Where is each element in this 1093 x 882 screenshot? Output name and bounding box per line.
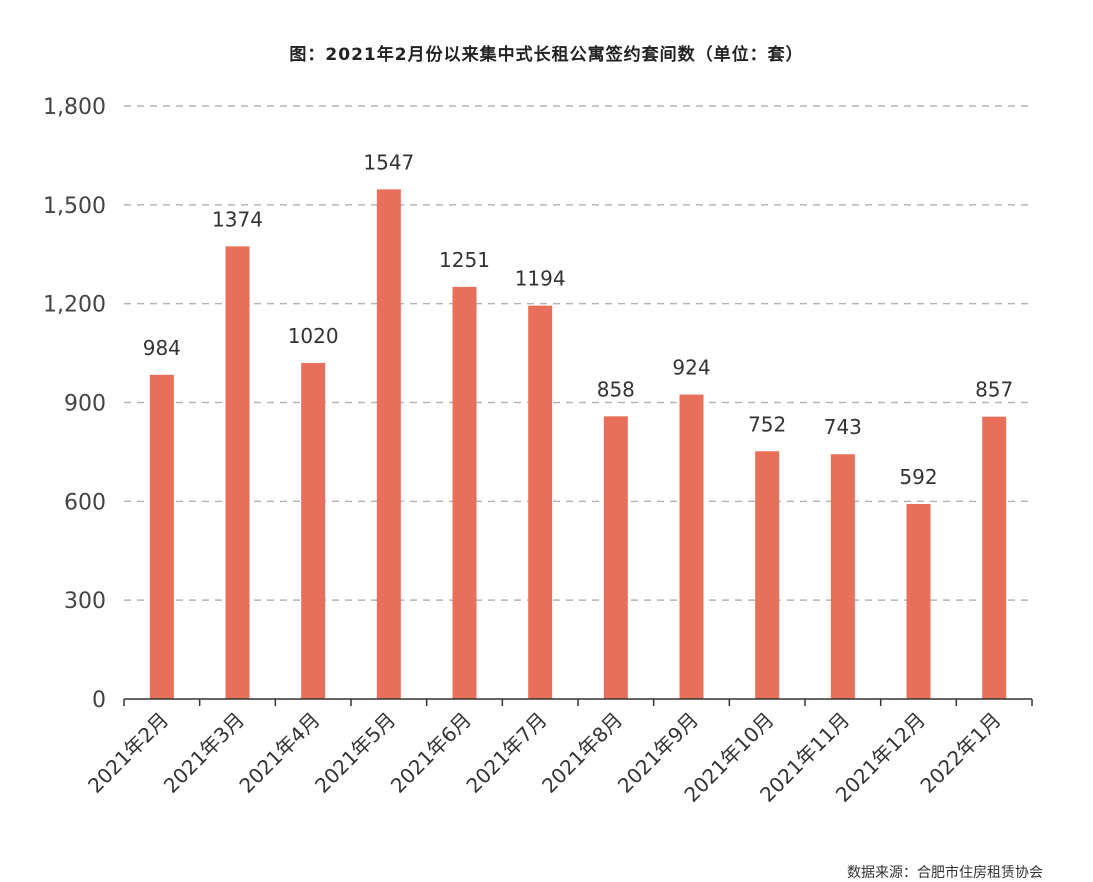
x-tick-label: 2021年6月 [386,708,476,798]
x-tick-label: 2022年1月 [915,708,1005,798]
y-tick-label: 600 [64,490,106,515]
bar [906,503,931,699]
data-label: 592 [899,465,937,489]
data-label: 1547 [363,150,414,174]
bar [982,416,1007,699]
source-note: 数据来源：合肥市住房租赁协会 [847,865,1043,881]
bar [149,374,174,699]
y-tick-label: 300 [64,589,106,614]
y-tick-label: 0 [92,688,106,713]
data-label: 1020 [288,324,339,348]
bar [755,451,780,699]
data-label: 858 [597,377,635,401]
chart-title: 图：2021年2月份以来集中式长租公寓签约套间数（单位：套） [289,45,804,65]
bar [603,416,628,699]
grid-lines [124,105,1032,601]
x-tick-label: 2021年7月 [461,708,551,798]
data-label: 1251 [439,248,490,272]
bar [830,454,855,699]
data-label: 924 [672,356,710,380]
x-tick-label: 2021年5月 [310,708,400,798]
bars [149,189,1007,700]
value-labels: 984 1374 1020 1547 1251 1194 858 924 752 743 592 85… [143,150,1014,489]
data-label: 1374 [212,207,263,231]
bar [376,189,401,700]
data-label: 743 [824,415,862,439]
bar [301,362,326,699]
x-tick-label: 2021年3月 [159,708,249,798]
y-tick-label: 900 [64,392,106,417]
y-tick-label: 1,500 [43,194,106,219]
bar [452,286,477,699]
x-axis [123,698,1033,706]
y-tick-label: 1,200 [43,293,106,318]
x-axis-categories: 2021年2月2021年3月2021年4月2021年5月2021年6月2021年… [83,708,1006,807]
y-tick-label: 1,800 [43,95,106,120]
bar [528,305,553,699]
data-label: 752 [748,412,786,436]
x-tick-label: 2021年8月 [537,708,627,798]
bar [225,246,250,700]
y-axis-ticks: 0 300 600 900 1,200 1,500 1,800 [43,95,106,713]
data-label: 857 [975,378,1013,402]
data-label: 984 [143,336,181,360]
data-label: 1194 [515,267,566,291]
x-tick-label: 2021年4月 [234,708,324,798]
bar [679,394,704,699]
x-tick-label: 2021年2月 [83,708,173,798]
